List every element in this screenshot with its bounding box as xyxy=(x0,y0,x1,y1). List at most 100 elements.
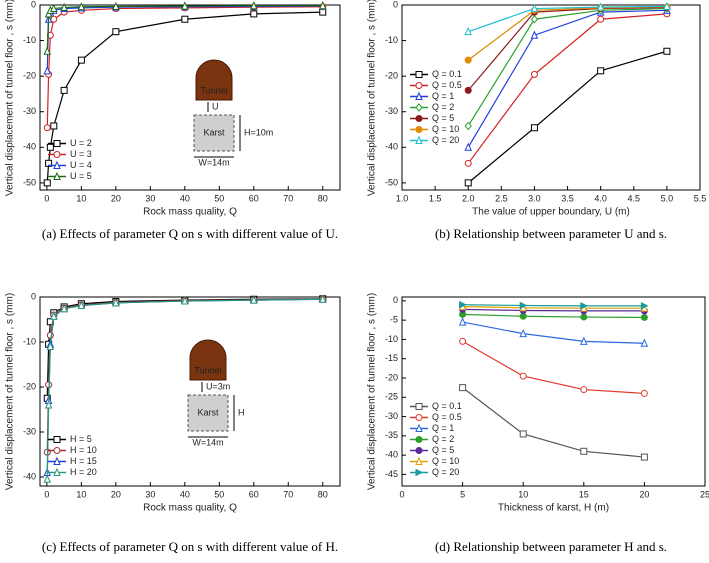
marker xyxy=(640,302,649,310)
x-tick-label: 5.5 xyxy=(694,193,707,203)
y-tick-label: -30 xyxy=(385,106,398,116)
marker xyxy=(580,447,588,455)
marker xyxy=(580,302,588,310)
marker xyxy=(663,47,671,55)
y-tick-label: -40 xyxy=(385,142,398,152)
series-line xyxy=(462,308,645,312)
marker xyxy=(530,70,538,78)
marker xyxy=(77,300,86,310)
marker xyxy=(43,46,52,55)
x-tick-label: 2.5 xyxy=(495,193,508,203)
marker xyxy=(181,296,189,305)
legend-label: Q = 0.5 xyxy=(432,80,462,90)
y-tick-label: -25 xyxy=(385,392,398,402)
legend-marker xyxy=(53,151,61,158)
plot-frame xyxy=(39,4,341,191)
marker xyxy=(112,1,120,10)
marker xyxy=(596,2,605,11)
marker xyxy=(250,1,258,10)
x-tick-label: 20 xyxy=(111,193,121,203)
series-line xyxy=(46,11,323,183)
marker xyxy=(60,304,68,313)
y-tick-label: -20 xyxy=(23,71,36,81)
legend-marker xyxy=(415,103,423,112)
y-tick-label: -10 xyxy=(23,336,36,346)
legend-marker xyxy=(415,403,423,410)
marker xyxy=(663,1,671,10)
plot-frame xyxy=(401,296,706,487)
series-line xyxy=(468,5,667,33)
marker xyxy=(60,2,68,11)
gap-label: U xyxy=(212,101,219,111)
marker xyxy=(50,3,58,13)
marker xyxy=(250,295,258,304)
y-tick-label: -10 xyxy=(23,35,36,45)
marker xyxy=(464,159,472,167)
marker xyxy=(597,15,605,23)
y-tick-label: -20 xyxy=(385,71,398,81)
series-line xyxy=(46,298,323,453)
series-line xyxy=(462,313,645,319)
width-label: W=14m xyxy=(198,157,229,167)
x-axis-label: The value of upper boundary, U (m) xyxy=(472,207,630,218)
y-tick-label: -10 xyxy=(385,35,398,45)
x-tick-label: 60 xyxy=(249,489,259,499)
legend-marker xyxy=(415,456,423,465)
y-tick-label: -10 xyxy=(385,334,398,344)
legend-label: Q = 5 xyxy=(432,445,454,455)
x-tick-label: 50 xyxy=(214,489,224,499)
marker xyxy=(580,313,588,321)
x-tick-label: 15 xyxy=(579,489,589,499)
legend-label: H = 20 xyxy=(70,467,97,477)
legend-label: H = 10 xyxy=(70,445,97,455)
y-tick-label: -20 xyxy=(385,372,398,382)
series-line xyxy=(462,340,645,395)
x-tick-label: 50 xyxy=(214,193,224,203)
marker xyxy=(77,56,85,64)
marker xyxy=(112,298,120,307)
legend-label: H = 5 xyxy=(70,434,92,444)
y-tick-label: 0 xyxy=(31,291,36,301)
diagram: Tunnel U=3m Karst H W=14m xyxy=(187,339,245,447)
x-tick-label: 0 xyxy=(399,489,404,499)
series-line xyxy=(467,6,667,91)
legend-label: Q = 10 xyxy=(432,124,459,134)
series-line xyxy=(462,321,645,344)
karst-shape xyxy=(193,114,235,152)
marker xyxy=(464,142,473,151)
x-tick-label: 10 xyxy=(76,489,86,499)
marker xyxy=(458,317,467,326)
y-tick-label: -50 xyxy=(23,177,36,187)
x-axis-label: Rock mass quality, Q xyxy=(143,503,237,514)
marker xyxy=(580,336,588,345)
x-tick-label: 30 xyxy=(145,193,155,203)
y-tick-label: 0 xyxy=(393,295,398,305)
x-tick-label: 5 xyxy=(460,489,465,499)
x-tick-label: 70 xyxy=(283,193,293,203)
series-line xyxy=(467,13,667,164)
marker xyxy=(112,28,120,36)
y-tick-label: -30 xyxy=(23,106,36,116)
height-label: H xyxy=(238,407,245,417)
y-axis-label: Vertical displacement of tunnel floor , … xyxy=(367,293,378,490)
y-tick-label: -5 xyxy=(390,315,398,325)
marker xyxy=(50,311,58,320)
legend-label: U = 2 xyxy=(70,138,92,148)
x-tick-label: 80 xyxy=(318,193,328,203)
marker xyxy=(46,341,55,350)
legend-marker xyxy=(415,115,423,122)
gap-label: U=3m xyxy=(206,381,230,391)
marker xyxy=(640,313,648,321)
y-tick-label: -40 xyxy=(385,450,398,460)
x-tick-label: 60 xyxy=(249,193,259,203)
legend-marker xyxy=(53,140,61,147)
y-axis-label: Vertical displacement of tunnel floor , … xyxy=(5,0,16,196)
legend-marker xyxy=(415,468,424,477)
legend-marker xyxy=(415,436,423,443)
series-line xyxy=(467,9,667,148)
marker xyxy=(519,372,527,380)
y-tick-label: -40 xyxy=(23,142,36,152)
y-tick-label: 0 xyxy=(393,0,398,9)
legend-marker xyxy=(415,447,423,454)
